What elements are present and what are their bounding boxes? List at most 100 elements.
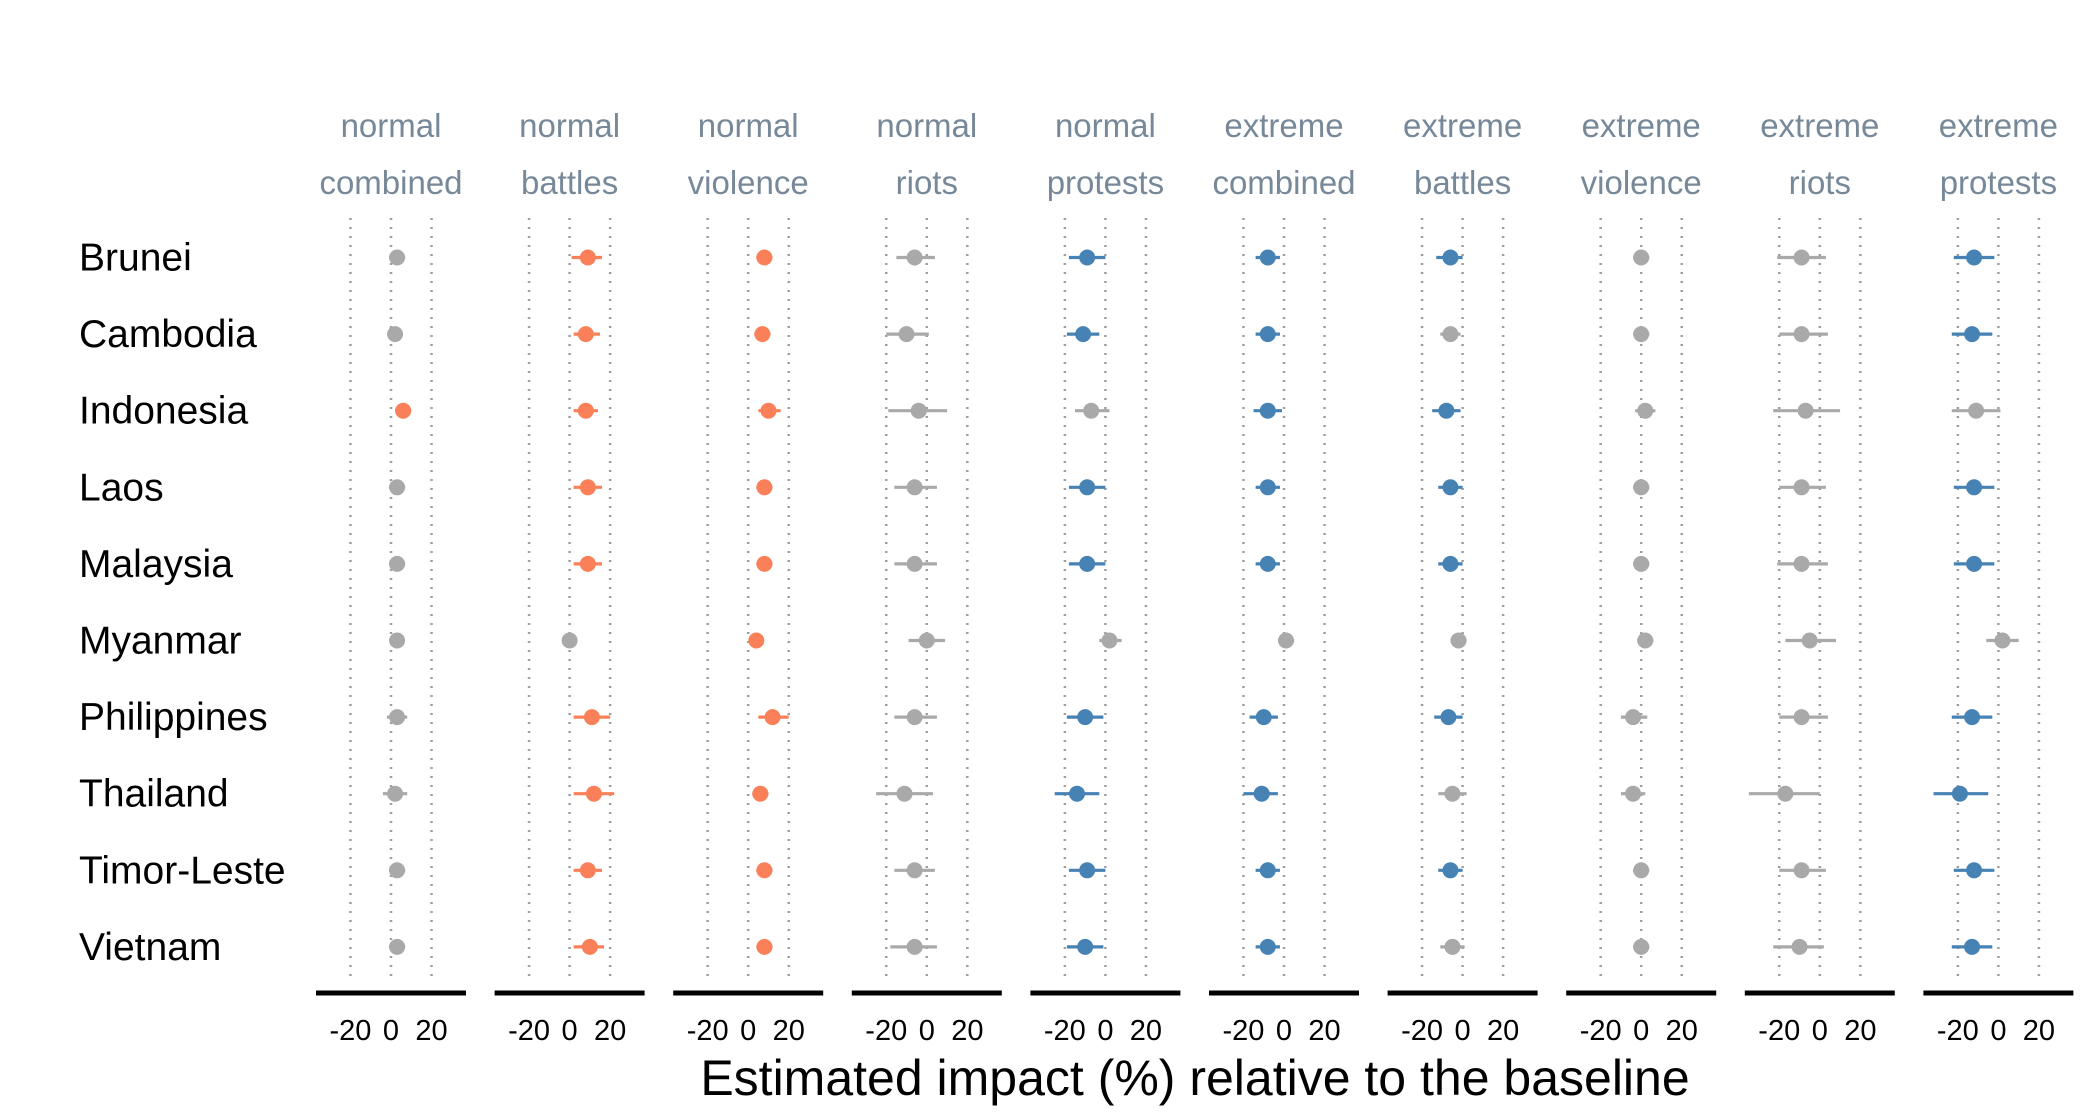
- point-extreme-protests-cambodia: [1964, 326, 1981, 343]
- point-normal-violence-cambodia: [754, 326, 771, 343]
- point-extreme-battles-thailand: [1444, 785, 1461, 802]
- tick-label-extreme-combined-20: 20: [1308, 1015, 1340, 1047]
- panel-title-extreme-combined-line1: extreme: [1224, 107, 1343, 144]
- point-normal-violence-thailand: [752, 785, 769, 802]
- point-extreme-riots-indonesia: [1797, 402, 1814, 419]
- country-label-timor-leste: Timor-Leste: [79, 849, 286, 892]
- point-extreme-violence-cambodia: [1633, 326, 1650, 343]
- point-normal-riots-timor-leste: [906, 862, 923, 879]
- point-extreme-violence-vietnam: [1633, 938, 1650, 955]
- point-extreme-violence-philippines: [1625, 709, 1642, 726]
- point-normal-battles-malaysia: [579, 555, 596, 572]
- point-extreme-riots-vietnam: [1791, 938, 1808, 955]
- tick-label-extreme-riots--20: -20: [1758, 1015, 1800, 1047]
- point-normal-violence-myanmar: [748, 632, 765, 649]
- point-extreme-riots-brunei: [1793, 249, 1810, 266]
- point-extreme-riots-philippines: [1793, 709, 1810, 726]
- panel-title-extreme-violence-line1: extreme: [1582, 107, 1701, 144]
- point-extreme-protests-timor-leste: [1966, 862, 1983, 879]
- point-normal-protests-laos: [1079, 479, 1096, 496]
- point-normal-combined-philippines: [389, 709, 406, 726]
- point-normal-protests-indonesia: [1083, 402, 1100, 419]
- panel-title-normal-riots-line2: riots: [896, 164, 958, 201]
- panel-title-normal-riots-line1: normal: [876, 107, 977, 144]
- tick-label-normal-violence-20: 20: [773, 1015, 805, 1047]
- point-normal-battles-thailand: [585, 785, 602, 802]
- tick-label-extreme-violence-0: 0: [1633, 1015, 1649, 1047]
- panel-title-extreme-violence-line2: violence: [1581, 164, 1702, 201]
- point-extreme-protests-vietnam: [1964, 938, 1981, 955]
- point-normal-violence-vietnam: [756, 938, 773, 955]
- point-extreme-violence-thailand: [1625, 785, 1642, 802]
- point-extreme-battles-laos: [1442, 479, 1459, 496]
- tick-label-extreme-violence--20: -20: [1580, 1015, 1622, 1047]
- point-normal-riots-thailand: [896, 785, 913, 802]
- point-extreme-battles-vietnam: [1444, 938, 1461, 955]
- panel-title-normal-combined-line1: normal: [341, 107, 442, 144]
- point-extreme-combined-myanmar: [1278, 632, 1295, 649]
- panel-title-normal-violence-line2: violence: [688, 164, 809, 201]
- point-extreme-riots-myanmar: [1801, 632, 1818, 649]
- tick-label-extreme-combined-0: 0: [1276, 1015, 1292, 1047]
- point-normal-violence-timor-leste: [756, 862, 773, 879]
- point-normal-protests-brunei: [1079, 249, 1096, 266]
- point-extreme-violence-laos: [1633, 479, 1650, 496]
- point-normal-violence-brunei: [756, 249, 773, 266]
- point-normal-protests-cambodia: [1075, 326, 1092, 343]
- panel-title-extreme-protests-line2: protests: [1940, 164, 2057, 201]
- tick-label-extreme-riots-0: 0: [1812, 1015, 1828, 1047]
- tick-label-normal-riots-0: 0: [919, 1015, 935, 1047]
- point-layer: [387, 249, 2011, 955]
- point-normal-combined-myanmar: [389, 632, 406, 649]
- panel-title-normal-combined-line2: combined: [319, 164, 462, 201]
- text-layer: Brunei Cambodia Indonesia Laos Malaysia Myanm…: [79, 107, 2058, 1047]
- point-normal-combined-thailand: [387, 785, 404, 802]
- whisker-layer: [382, 255, 2019, 949]
- point-extreme-combined-timor-leste: [1259, 862, 1276, 879]
- tick-label-extreme-protests-0: 0: [1990, 1015, 2006, 1047]
- point-extreme-battles-timor-leste: [1442, 862, 1459, 879]
- point-extreme-protests-brunei: [1966, 249, 1983, 266]
- point-normal-combined-indonesia: [395, 402, 412, 419]
- point-extreme-battles-indonesia: [1438, 402, 1455, 419]
- tick-label-normal-battles-0: 0: [562, 1015, 578, 1047]
- point-normal-protests-philippines: [1077, 709, 1094, 726]
- point-normal-violence-malaysia: [756, 555, 773, 572]
- panel-title-normal-protests-line1: normal: [1055, 107, 1156, 144]
- point-extreme-violence-brunei: [1633, 249, 1650, 266]
- point-extreme-combined-philippines: [1255, 709, 1272, 726]
- point-extreme-protests-thailand: [1951, 785, 1968, 802]
- point-extreme-combined-laos: [1259, 479, 1276, 496]
- grid-layer: [349, 218, 2041, 980]
- x-axis-title: Estimated impact (%) relative to the bas…: [700, 1050, 1689, 1106]
- point-normal-battles-vietnam: [581, 938, 598, 955]
- point-normal-combined-laos: [389, 479, 406, 496]
- country-label-laos: Laos: [79, 466, 164, 509]
- panel-title-extreme-combined-line2: combined: [1212, 164, 1355, 201]
- point-normal-combined-malaysia: [389, 555, 406, 572]
- panel-title-extreme-battles-line1: extreme: [1403, 107, 1522, 144]
- tick-label-normal-protests-20: 20: [1130, 1015, 1162, 1047]
- country-label-brunei: Brunei: [79, 237, 192, 280]
- point-extreme-combined-cambodia: [1259, 326, 1276, 343]
- point-extreme-protests-laos: [1966, 479, 1983, 496]
- tick-label-normal-protests-0: 0: [1097, 1015, 1113, 1047]
- point-normal-protests-malaysia: [1079, 555, 1096, 572]
- point-normal-battles-cambodia: [577, 326, 594, 343]
- point-normal-battles-laos: [579, 479, 596, 496]
- point-extreme-combined-thailand: [1253, 785, 1270, 802]
- point-extreme-violence-indonesia: [1637, 402, 1654, 419]
- point-extreme-battles-myanmar: [1450, 632, 1467, 649]
- point-extreme-riots-malaysia: [1793, 555, 1810, 572]
- point-normal-riots-myanmar: [918, 632, 935, 649]
- point-normal-riots-malaysia: [906, 555, 923, 572]
- point-normal-riots-cambodia: [898, 326, 915, 343]
- country-label-malaysia: Malaysia: [79, 543, 233, 586]
- point-normal-riots-indonesia: [910, 402, 927, 419]
- point-extreme-protests-myanmar: [1994, 632, 2011, 649]
- point-extreme-battles-cambodia: [1442, 326, 1459, 343]
- country-label-philippines: Philippines: [79, 696, 268, 739]
- tick-label-extreme-protests-20: 20: [2023, 1015, 2055, 1047]
- panel-title-normal-violence-line1: normal: [698, 107, 799, 144]
- tick-label-normal-protests--20: -20: [1044, 1015, 1086, 1047]
